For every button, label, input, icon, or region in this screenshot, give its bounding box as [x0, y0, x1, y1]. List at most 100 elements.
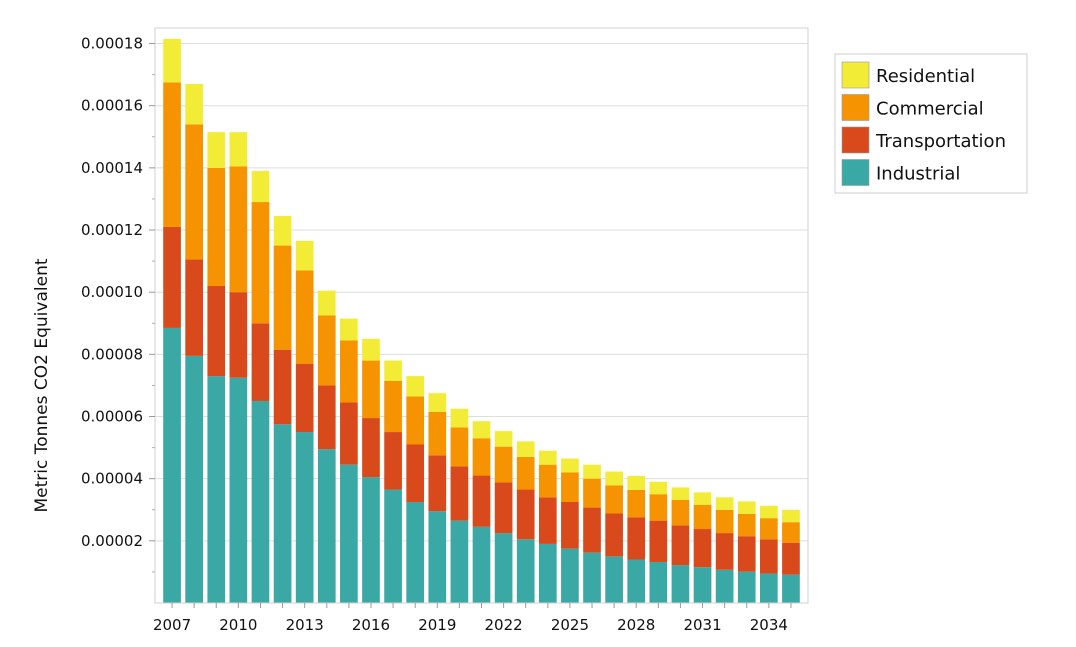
bar-segment-residential-2034	[760, 505, 778, 519]
bar-segment-residential-2032	[715, 497, 734, 510]
legend-swatch-industrial	[841, 159, 870, 186]
legend-swatch-residential	[841, 61, 870, 89]
bar-segment-industrial-2031	[693, 567, 712, 603]
legend-label-transportation: Transportation	[875, 131, 1006, 152]
y-tick-label: 0.00006	[81, 408, 143, 426]
x-tick-label: 2034	[750, 616, 788, 634]
bar-segment-residential-2014	[317, 290, 336, 316]
bar-segment-industrial-2033	[737, 571, 756, 603]
bar-segment-residential-2024	[538, 450, 557, 465]
bar-segment-transportation-2035	[782, 542, 800, 575]
y-tick-label: 0.00010	[81, 283, 143, 301]
bar-segment-industrial-2032	[715, 569, 734, 603]
bar-segment-residential-2022	[494, 431, 513, 447]
bar-segment-transportation-2031	[693, 529, 712, 568]
bar-segment-transportation-2013	[295, 363, 314, 433]
bar-segment-residential-2011	[251, 170, 270, 203]
bar-segment-industrial-2015	[340, 464, 358, 603]
bar-segment-industrial-2029	[649, 561, 668, 603]
bar-segment-transportation-2027	[605, 513, 623, 557]
bar-segment-transportation-2030	[671, 525, 690, 566]
bar-segment-commercial-2010	[229, 166, 248, 293]
y-tick-label: 0.00018	[81, 35, 143, 53]
bar-segment-transportation-2034	[760, 539, 778, 574]
bar-segment-industrial-2011	[251, 400, 270, 603]
x-tick-label: 2019	[418, 616, 456, 634]
bar-segment-commercial-2029	[649, 494, 668, 521]
bar-segment-transportation-2022	[494, 482, 513, 534]
x-tick-label: 2010	[219, 616, 257, 634]
bar-segment-residential-2010	[229, 132, 248, 167]
bar-segment-residential-2030	[671, 487, 690, 500]
bar-segment-residential-2023	[516, 441, 535, 457]
bar-segment-transportation-2015	[340, 402, 358, 465]
bar-segment-commercial-2012	[273, 245, 292, 350]
axes: 0.00002 0.00004 0.00006 0.00008 0.00010 0.000…	[81, 35, 792, 634]
bar-segment-residential-2020	[450, 408, 469, 428]
bar-segment-commercial-2026	[583, 478, 601, 508]
bar-segment-transportation-2033	[737, 536, 756, 572]
legend-label-residential: Residential	[876, 66, 975, 87]
bar-segment-commercial-2032	[715, 509, 734, 534]
bar-segment-industrial-2030	[671, 565, 690, 603]
bar-segment-transportation-2010	[229, 292, 248, 378]
bar-segment-commercial-2017	[384, 380, 402, 433]
x-tick-label: 2025	[551, 616, 589, 634]
bar-segment-commercial-2023	[516, 456, 535, 490]
bar-segment-residential-2019	[428, 393, 447, 412]
bar-segment-commercial-2018	[406, 396, 425, 445]
bar-segment-commercial-2022	[494, 446, 513, 483]
bar-segment-residential-2028	[627, 475, 646, 490]
bar-segment-residential-2008	[185, 83, 203, 125]
bar-segment-residential-2027	[605, 471, 623, 486]
bar-segment-industrial-2016	[362, 477, 380, 603]
bar-segment-industrial-2007	[163, 327, 181, 603]
bar-segment-transportation-2019	[428, 455, 447, 512]
bar-segment-industrial-2017	[384, 489, 402, 603]
bar-segment-transportation-2028	[627, 517, 646, 560]
bar-segment-residential-2009	[207, 132, 226, 168]
bar-segment-residential-2017	[384, 360, 402, 381]
x-tick-label: 2031	[683, 616, 721, 634]
bar-segment-commercial-2031	[693, 504, 712, 530]
y-tick-label: 0.00004	[81, 470, 143, 488]
bar-segment-transportation-2025	[561, 501, 579, 549]
bar-segment-industrial-2014	[317, 449, 336, 603]
bar-segment-transportation-2032	[715, 533, 734, 570]
legend-label-commercial: Commercial	[876, 99, 984, 120]
bar-segment-commercial-2028	[627, 489, 646, 518]
bar-segment-commercial-2020	[450, 427, 469, 467]
bars	[163, 38, 800, 603]
bar-segment-commercial-2009	[207, 167, 226, 286]
bar-segment-industrial-2009	[207, 376, 226, 603]
bar-segment-industrial-2008	[185, 355, 203, 603]
legend-swatch-transportation	[841, 126, 870, 154]
bar-segment-industrial-2027	[605, 556, 623, 603]
bar-segment-industrial-2028	[627, 559, 646, 603]
y-axis-title: Metric Tonnes CO2 Equivalent	[32, 258, 52, 512]
y-tick-label: 0.00012	[81, 221, 143, 239]
y-tick-label: 0.00014	[81, 159, 143, 177]
x-tick-label: 2028	[617, 616, 655, 634]
bar-segment-residential-2035	[782, 509, 800, 523]
bar-segment-transportation-2024	[538, 497, 557, 544]
bar-segment-residential-2021	[472, 421, 491, 439]
bar-segment-transportation-2012	[273, 349, 292, 425]
bar-segment-commercial-2021	[472, 438, 491, 476]
bar-segment-industrial-2021	[472, 526, 491, 603]
bar-segment-transportation-2016	[362, 418, 380, 478]
bar-segment-residential-2012	[273, 216, 292, 246]
bar-segment-commercial-2030	[671, 499, 690, 526]
bar-segment-industrial-2020	[450, 520, 469, 603]
x-tick-label: 2007	[153, 616, 191, 634]
bar-segment-residential-2025	[561, 458, 579, 473]
bar-segment-commercial-2011	[251, 202, 270, 324]
bar-segment-transportation-2009	[207, 285, 226, 377]
legend-label-industrial: Industrial	[876, 164, 960, 185]
bar-segment-residential-2013	[295, 240, 314, 271]
bar-segment-residential-2029	[649, 481, 668, 495]
bar-segment-commercial-2024	[538, 464, 557, 498]
y-tick-label: 0.00002	[81, 532, 143, 550]
